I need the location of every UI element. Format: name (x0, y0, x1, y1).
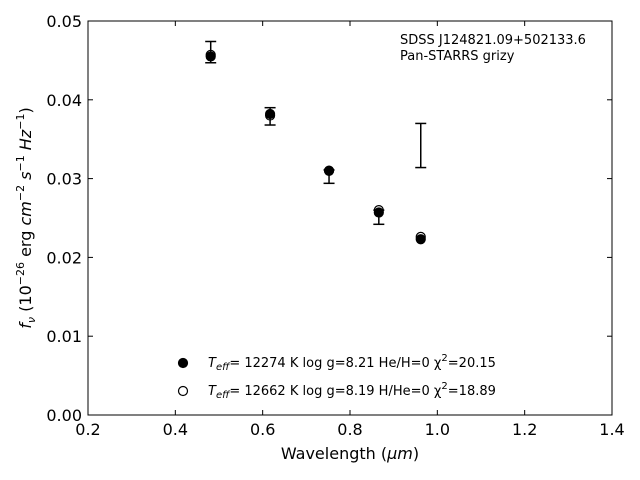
x-tick-label: 1.0 (425, 420, 450, 439)
model-point-open (373, 205, 384, 216)
legend-marker-open (177, 385, 189, 397)
model-point-open (264, 110, 276, 121)
model-point-open (323, 165, 335, 176)
legend: Teff= 12274 K log g=8.21 He/H=0 χ2=20.15… (177, 353, 496, 401)
model-point-open (415, 231, 426, 243)
annotation-object: SDSS J124821.09+502133.6 (400, 33, 586, 48)
legend-marker-filled (177, 357, 189, 369)
y-tick-label: 0.02 (46, 248, 82, 267)
x-tick-label: 0.8 (337, 420, 362, 439)
data-points (205, 49, 426, 245)
error-bar (415, 122, 427, 169)
x-tick-label: 0.2 (75, 420, 100, 439)
legend-label-2: Teff= 12662 K log g=8.19 H/He=0 χ2=18.89 (208, 381, 496, 401)
legend-label-1: Teff= 12274 K log g=8.21 He/H=0 χ2=20.15 (208, 353, 496, 373)
x-ticks: 0.2 0.4 0.6 0.8 1.0 1.2 1.4 (75, 21, 625, 439)
y-tick-label: 0.05 (46, 12, 82, 31)
x-tick-label: 0.6 (250, 420, 275, 439)
x-tick-label: 1.2 (512, 420, 537, 439)
y-tick-label: 0.04 (46, 91, 82, 110)
x-tick-label: 0.4 (163, 420, 188, 439)
model-point-open (205, 49, 216, 60)
y-tick-label: 0.03 (46, 170, 82, 189)
x-axis-label: Wavelength (μm) (281, 444, 419, 463)
y-tick-label: 0.01 (46, 327, 82, 346)
y-axis-label: fν (10−26 erg cm−2 s−1 Hz−1) (14, 107, 38, 328)
x-tick-label: 1.4 (599, 420, 624, 439)
annotation-survey: Pan-STARRS grizy (400, 49, 515, 64)
y-tick-label: 0.00 (46, 406, 82, 425)
error-bars (205, 40, 427, 226)
y-ticks: 0.00 0.01 0.02 0.03 0.04 0.05 (46, 12, 612, 425)
